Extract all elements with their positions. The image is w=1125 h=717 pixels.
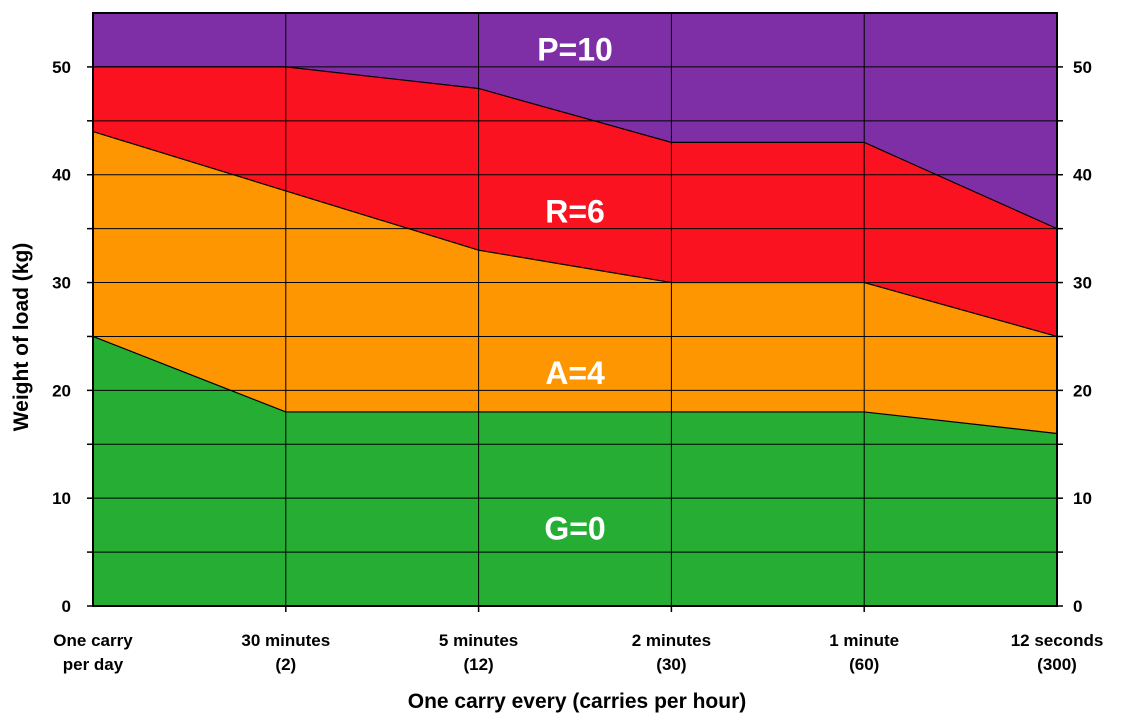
x-tick-label: 30 minutes (2) bbox=[241, 631, 330, 674]
zone-label-r: R=6 bbox=[545, 193, 605, 229]
x-tick-label-line1: 12 seconds bbox=[1011, 631, 1104, 650]
x-tick-label: 12 seconds (300) bbox=[1011, 631, 1104, 674]
y-tick-label-left: 40 bbox=[52, 166, 71, 185]
y-tick-label-left: 0 bbox=[62, 597, 71, 616]
zone-label-p: P=10 bbox=[537, 32, 613, 68]
x-tick-label-line2: per day bbox=[63, 655, 124, 674]
boundary-line-p bbox=[93, 66, 1058, 230]
grid-layer bbox=[87, 12, 1063, 612]
x-tick-label-line2: (60) bbox=[849, 655, 879, 674]
y-tick-label-left: 10 bbox=[52, 489, 71, 508]
x-axis-title: One carry every (carries per hour) bbox=[408, 690, 747, 713]
x-tick-label-line1: 1 minute bbox=[829, 631, 899, 650]
y-tick-label-right: 30 bbox=[1073, 274, 1092, 293]
x-tick-label-line2: (2) bbox=[275, 655, 296, 674]
y-tick-label-right: 40 bbox=[1073, 166, 1092, 185]
x-tick-label-line1: 30 minutes bbox=[241, 631, 330, 650]
x-tick-label-line1: 5 minutes bbox=[439, 631, 518, 650]
x-tick-label: 1 minute (60) bbox=[829, 631, 899, 674]
boundary-line-a bbox=[92, 335, 1058, 435]
y-axis-title: Weight of load (kg) bbox=[10, 243, 33, 432]
x-tick-label-line2: (30) bbox=[656, 655, 686, 674]
y-tick-label-left: 50 bbox=[52, 58, 71, 77]
x-tick-label-line1: 2 minutes bbox=[632, 631, 711, 650]
tick-layer: 0 10 20 30 40 50 0 10 20 30 40 50 One carry per day 30… bbox=[52, 58, 1103, 674]
x-tick-label: 5 minutes (12) bbox=[439, 631, 518, 674]
y-tick-label-right: 10 bbox=[1073, 489, 1092, 508]
y-tick-label-right: 50 bbox=[1073, 58, 1092, 77]
zone-label-layer: G=0 A=4 R=6 P=10 bbox=[537, 32, 613, 547]
zone-g-area bbox=[93, 336, 1057, 606]
x-tick-label-line1: One carry bbox=[53, 631, 133, 650]
y-tick-label-right: 20 bbox=[1073, 381, 1092, 400]
boundary-layer bbox=[92, 66, 1058, 435]
x-tick-label: One carry per day bbox=[53, 631, 133, 674]
y-tick-label-right: 0 bbox=[1073, 597, 1082, 616]
boundary-line-r bbox=[92, 131, 1058, 338]
zone-label-a: A=4 bbox=[545, 355, 605, 391]
zone-label-g: G=0 bbox=[544, 510, 605, 546]
y-tick-label-left: 20 bbox=[52, 381, 71, 400]
x-tick-label: 2 minutes (30) bbox=[632, 631, 711, 674]
y-tick-label-left: 30 bbox=[52, 274, 71, 293]
x-tick-label-line2: (300) bbox=[1037, 655, 1077, 674]
plot-frame bbox=[92, 12, 1058, 607]
zone-r-area bbox=[93, 66, 1057, 337]
x-tick-label-line2: (12) bbox=[463, 655, 493, 674]
